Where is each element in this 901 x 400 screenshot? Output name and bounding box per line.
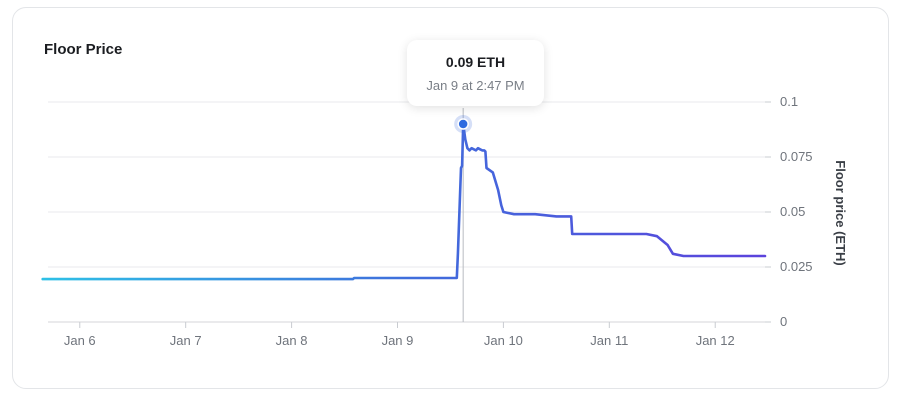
x-tick-label: Jan 11 <box>590 333 628 348</box>
y-tick-label: 0.05 <box>780 204 805 219</box>
tooltip-time: Jan 9 at 2:47 PM <box>426 78 525 93</box>
x-tick-label: Jan 12 <box>696 333 735 348</box>
x-tick-label: Jan 9 <box>382 333 414 348</box>
y-axis-label: Floor price (ETH) <box>833 160 848 265</box>
x-tick-label: Jan 7 <box>170 333 202 348</box>
y-tick-label: 0 <box>780 314 787 329</box>
floor-price-line[interactable] <box>41 122 767 281</box>
card-title: Floor Price <box>44 41 123 58</box>
tooltip-value: 0.09 ETH <box>445 54 506 70</box>
x-tick-label: Jan 6 <box>64 333 96 348</box>
highlight-point[interactable] <box>457 118 469 130</box>
y-tick-label: 0.075 <box>780 149 813 164</box>
y-tick-label: 0.1 <box>780 94 798 109</box>
x-tick-label: Jan 8 <box>276 333 308 348</box>
y-tick-label: 0.025 <box>780 259 813 274</box>
price-tooltip: 0.09 ETH Jan 9 at 2:47 PM <box>407 40 544 106</box>
x-tick-label: Jan 10 <box>484 333 523 348</box>
